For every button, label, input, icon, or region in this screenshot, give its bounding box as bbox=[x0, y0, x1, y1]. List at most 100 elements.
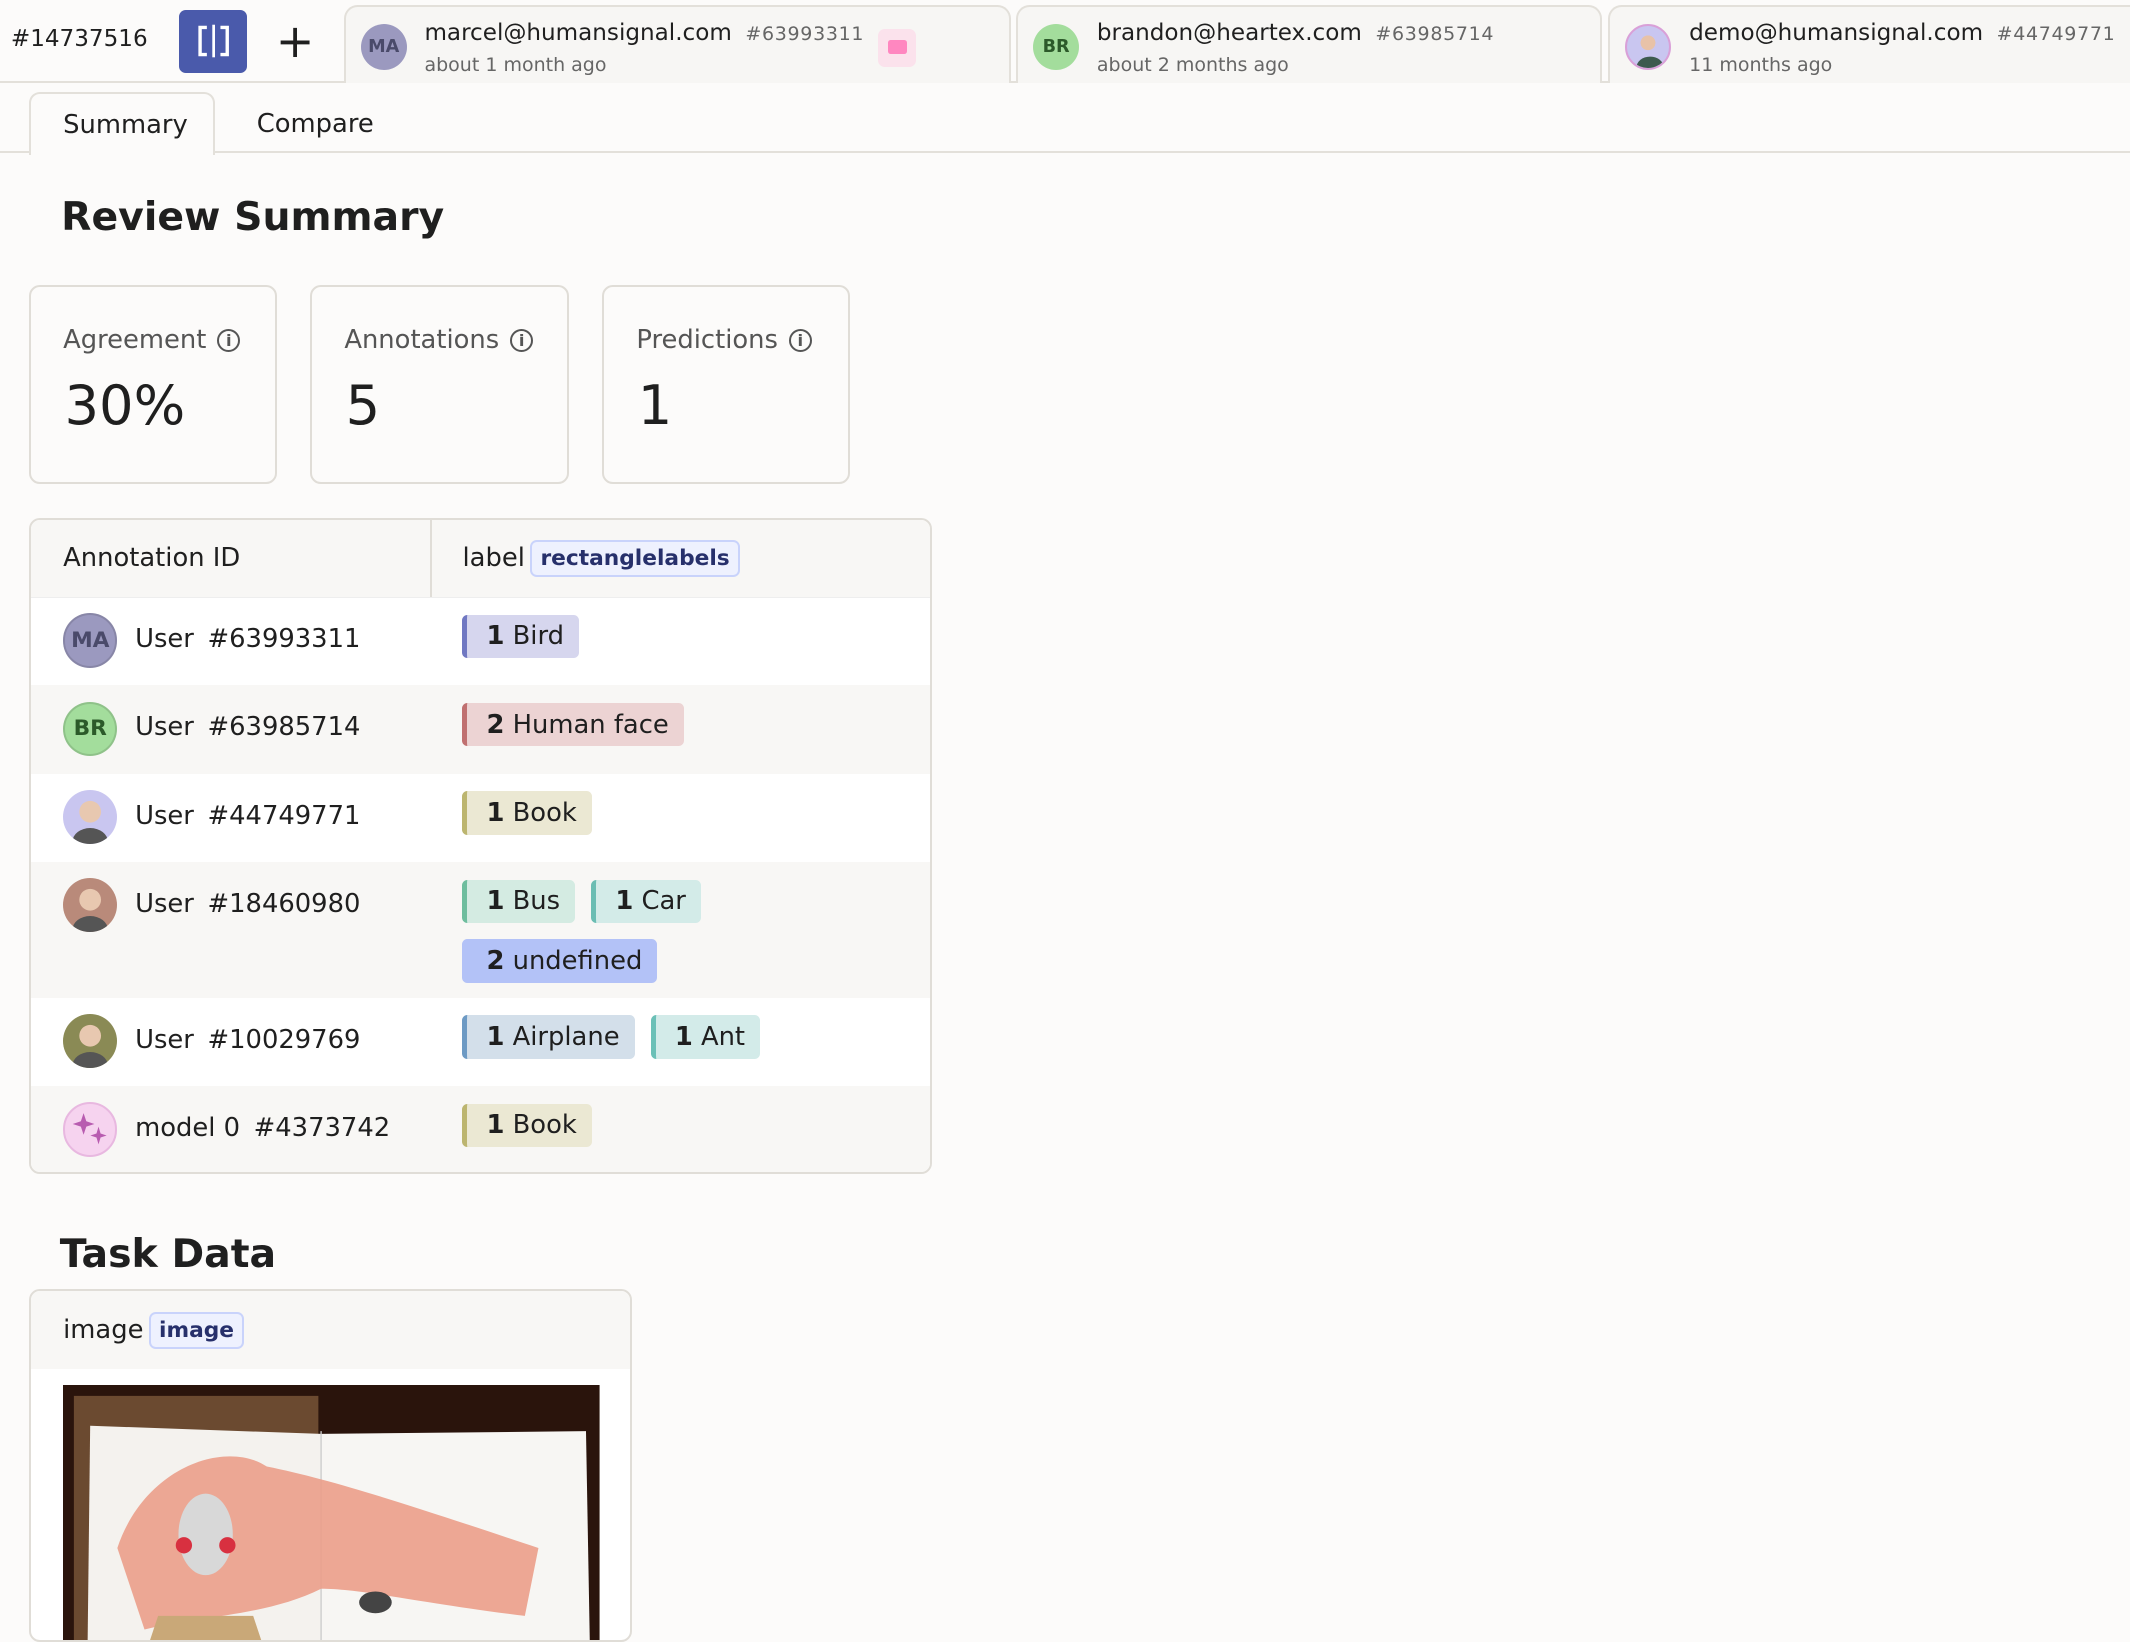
label-badges: 2 Human face bbox=[462, 702, 910, 747]
table-row[interactable]: User #10029769 1 Airplane 1 Ant bbox=[31, 998, 930, 1086]
field-name: image bbox=[63, 1314, 144, 1345]
annotator-name: User bbox=[135, 624, 194, 655]
annotation-tab[interactable]: MA marcel@humansignal.com #63993311 about… bbox=[343, 5, 1011, 83]
column-header-annotation-id: Annotation ID bbox=[63, 542, 241, 573]
label-badge[interactable]: 1 Airplane bbox=[462, 1015, 635, 1059]
sparkle-icon bbox=[63, 1102, 118, 1157]
annotator-email: marcel@humansignal.com bbox=[424, 19, 732, 46]
add-annotation-button[interactable]: + bbox=[276, 14, 315, 68]
tab-summary[interactable]: Summary bbox=[28, 92, 215, 155]
label-badge[interactable]: 1 Book bbox=[462, 1103, 592, 1148]
annotation-id: #44749771 bbox=[1996, 22, 2116, 45]
table-row[interactable]: User #44749771 1 Book bbox=[31, 774, 930, 862]
label-name: Car bbox=[641, 886, 686, 917]
comment-icon[interactable] bbox=[878, 29, 917, 68]
label-count: 1 bbox=[486, 797, 505, 828]
annotation-id: #63985714 bbox=[1375, 22, 1495, 45]
annotator-name: User bbox=[135, 889, 194, 920]
task-data-header: image image bbox=[30, 1291, 630, 1369]
annotation-id: #18460980 bbox=[207, 889, 361, 920]
tab-compare[interactable]: Compare bbox=[256, 108, 374, 139]
card-label: Predictions bbox=[636, 325, 778, 356]
avatar: MA bbox=[63, 613, 118, 668]
label-count: 1 bbox=[486, 1022, 505, 1053]
avatar: MA bbox=[360, 23, 407, 70]
predictions-card: Predictions i 1 bbox=[601, 285, 851, 484]
label-name: Book bbox=[512, 1110, 577, 1141]
label-badge[interactable]: 2 undefined bbox=[462, 939, 658, 983]
label-count: 1 bbox=[486, 1110, 505, 1141]
type-tag: image bbox=[148, 1311, 245, 1349]
avatar bbox=[63, 1014, 118, 1069]
task-data-title: Task Data bbox=[59, 1230, 277, 1277]
predictions-value: 1 bbox=[637, 374, 673, 438]
plus-icon: + bbox=[275, 13, 315, 68]
table-row[interactable]: User #18460980 1 Bus 1 Car 2 undefined bbox=[30, 861, 930, 998]
annotator-email: demo@humansignal.com bbox=[1689, 19, 1984, 46]
annotation-id: #63993311 bbox=[745, 22, 865, 45]
info-icon[interactable]: i bbox=[217, 328, 241, 352]
label-name: Ant bbox=[700, 1022, 746, 1053]
table-row[interactable]: BR User #63985714 2 Human face bbox=[30, 685, 930, 774]
label-badges: 1 Book bbox=[462, 1103, 910, 1148]
annotator-name: User bbox=[135, 712, 194, 743]
annotations-value: 5 bbox=[345, 374, 381, 438]
timestamp: 11 months ago bbox=[1689, 53, 1833, 76]
annotation-id: #63985714 bbox=[207, 712, 361, 743]
label-count: 1 bbox=[674, 1022, 693, 1053]
column-divider[interactable] bbox=[429, 519, 432, 597]
label-badge[interactable]: 1 Book bbox=[462, 791, 592, 835]
label-badges: 1 Airplane 1 Ant bbox=[462, 1015, 910, 1059]
annotator-name: User bbox=[135, 1024, 194, 1055]
split-view-button[interactable] bbox=[179, 9, 248, 74]
annotation-id: #63993311 bbox=[207, 624, 361, 655]
task-data-card: image image bbox=[28, 1289, 632, 1642]
label-badge[interactable]: 1 Car bbox=[591, 879, 701, 923]
table-header: Annotation ID label rectanglelabels bbox=[30, 519, 930, 598]
annotator-name: model 0 bbox=[135, 1113, 241, 1144]
label-count: 1 bbox=[486, 886, 505, 917]
annotation-tab[interactable]: demo@humansignal.com #44749771 11 months … bbox=[1608, 5, 2130, 83]
split-view-icon bbox=[197, 25, 229, 58]
avatar: BR bbox=[63, 701, 118, 756]
card-label: Agreement bbox=[63, 325, 207, 356]
annotation-tab[interactable]: BR brandon@heartex.com #63985714 about 2 … bbox=[1016, 5, 1602, 83]
timestamp: about 2 months ago bbox=[1096, 53, 1289, 76]
annotator-name: User bbox=[135, 800, 194, 831]
label-name: Airplane bbox=[512, 1022, 620, 1053]
card-label: Annotations bbox=[344, 325, 500, 356]
avatar bbox=[63, 878, 118, 933]
annotation-tabs-bar: #14737516 + MA marcel@humansignal.com #63… bbox=[0, 0, 2130, 83]
task-id: #14737516 bbox=[10, 25, 148, 52]
annotation-id: #10029769 bbox=[207, 1024, 361, 1055]
label-name: Bird bbox=[512, 621, 564, 652]
label-badges: 1 Bus 1 Car 2 undefined bbox=[462, 879, 910, 983]
type-tag: rectanglelabels bbox=[530, 539, 740, 578]
label-count: 1 bbox=[486, 621, 505, 652]
info-icon[interactable]: i bbox=[788, 328, 812, 352]
annotations-table: Annotation ID label rectanglelabels MA Use… bbox=[28, 517, 932, 1174]
label-badge[interactable]: 2 Human face bbox=[462, 702, 684, 747]
label-badge[interactable]: 1 Ant bbox=[650, 1015, 760, 1059]
avatar bbox=[1625, 23, 1672, 70]
label-name: undefined bbox=[512, 946, 643, 977]
agreement-card: Agreement i 30% bbox=[28, 285, 278, 484]
timestamp: about 1 month ago bbox=[424, 53, 607, 76]
annotations-card: Annotations i 5 bbox=[309, 285, 570, 484]
info-icon[interactable]: i bbox=[510, 328, 534, 352]
annotation-id: #4373742 bbox=[253, 1113, 391, 1144]
label-count: 2 bbox=[486, 946, 505, 977]
page-title: Review Summary bbox=[61, 194, 445, 241]
label-count: 1 bbox=[615, 886, 634, 917]
task-image[interactable] bbox=[63, 1384, 600, 1642]
label-count: 2 bbox=[486, 709, 505, 740]
label-name: Human face bbox=[512, 709, 669, 740]
label-name: Book bbox=[512, 797, 577, 828]
table-row[interactable]: model 0 #4373742 1 Book bbox=[30, 1086, 930, 1172]
label-badges: 1 Book bbox=[462, 791, 910, 835]
view-tabs: Summary Compare bbox=[0, 83, 2130, 155]
table-row[interactable]: MA User #63993311 1 Bird bbox=[31, 597, 930, 685]
label-badge[interactable]: 1 Bus bbox=[462, 879, 576, 923]
label-badge[interactable]: 1 Bird bbox=[462, 614, 579, 659]
avatar bbox=[63, 789, 118, 845]
